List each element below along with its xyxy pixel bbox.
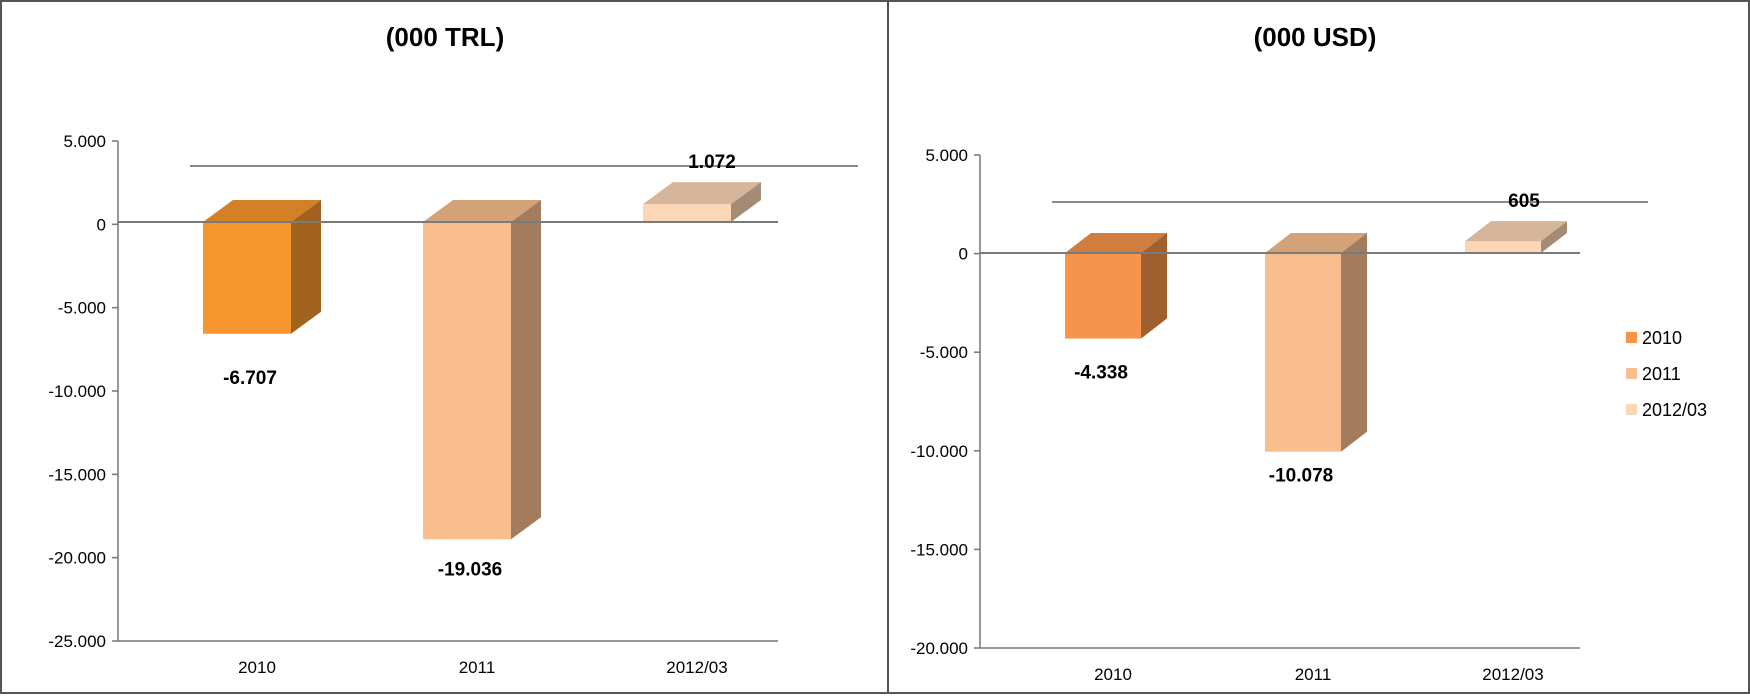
y-tick-label: -25.000: [48, 632, 106, 651]
bar-front: [1465, 241, 1541, 253]
bar-side-face: [1541, 221, 1567, 253]
x-tick-label: 2011: [1295, 665, 1332, 684]
y-tick-label: -20.000: [910, 639, 968, 658]
y-tick-label: -15.000: [910, 540, 968, 559]
data-label: 1.072: [688, 152, 736, 173]
chart-title: (000 USD): [1254, 22, 1377, 52]
y-tick-label: -5.000: [58, 299, 106, 318]
legend-swatch: [1626, 332, 1637, 343]
x-tick-label: 2010: [1094, 665, 1132, 684]
data-label: -19.036: [438, 559, 502, 580]
bar-side-face: [511, 200, 541, 540]
y-tick-label: 5.000: [63, 132, 106, 151]
bar-2010: [1065, 233, 1167, 339]
bar-side-face: [1341, 233, 1367, 452]
y-tick-label: -20.000: [48, 549, 106, 568]
bar-front: [1065, 253, 1141, 339]
bar-top-face: [1265, 233, 1367, 253]
bar-2010: [203, 200, 321, 334]
data-label: -10.078: [1269, 466, 1333, 487]
bar-2012/03: [1465, 221, 1567, 253]
legend-label: 2010: [1642, 328, 1682, 348]
y-tick-label: -5.000: [920, 343, 968, 362]
x-tick-label: 2011: [459, 658, 496, 677]
data-label: -4.338: [1074, 363, 1128, 384]
data-label: 605: [1508, 191, 1540, 212]
bar-2011: [423, 200, 541, 540]
bar-2012/03: [643, 182, 761, 222]
trl-chart-panel: (000 TRL) 5.000 0 -5.000 -10.000 -15.000 -20.0…: [48, 22, 858, 677]
bar-top-face: [1065, 233, 1167, 253]
y-tick-label: -10.000: [48, 382, 106, 401]
x-tick-label: 2012/03: [666, 658, 727, 677]
legend-swatch: [1626, 368, 1637, 379]
y-tick-label: -15.000: [48, 465, 106, 484]
bar-top-face: [203, 200, 321, 222]
y-tick-label: 0: [97, 215, 106, 234]
bar-front: [203, 222, 291, 334]
legend-label: 2011: [1642, 364, 1681, 384]
bar-front: [643, 204, 731, 222]
bar-front: [1265, 253, 1341, 452]
y-tick-label: 5.000: [925, 146, 968, 165]
bar-side-face: [1141, 233, 1167, 339]
bar-top-face: [1465, 221, 1567, 242]
x-tick-label: 2010: [238, 658, 276, 677]
bar-front: [423, 222, 511, 540]
legend-label: 2012/03: [1642, 400, 1707, 420]
chart-title: (000 TRL): [386, 22, 504, 52]
y-tick-label: -10.000: [910, 442, 968, 461]
bar-side-face: [731, 182, 761, 222]
bar-top-face: [643, 182, 761, 205]
x-tick-label: 2012/03: [1482, 665, 1543, 684]
bar-top-face: [423, 200, 541, 222]
legend: 2010 2011 2012/03: [1626, 328, 1707, 420]
bar-side-face: [291, 200, 321, 334]
legend-swatch: [1626, 404, 1637, 415]
bar-2011: [1265, 233, 1367, 452]
y-tick-label: 0: [959, 245, 968, 264]
data-label: -6.707: [223, 368, 277, 389]
usd-chart-panel: (000 USD) 5.000 0 -5.000 -10.000 -15.000 -20.0…: [910, 22, 1707, 684]
